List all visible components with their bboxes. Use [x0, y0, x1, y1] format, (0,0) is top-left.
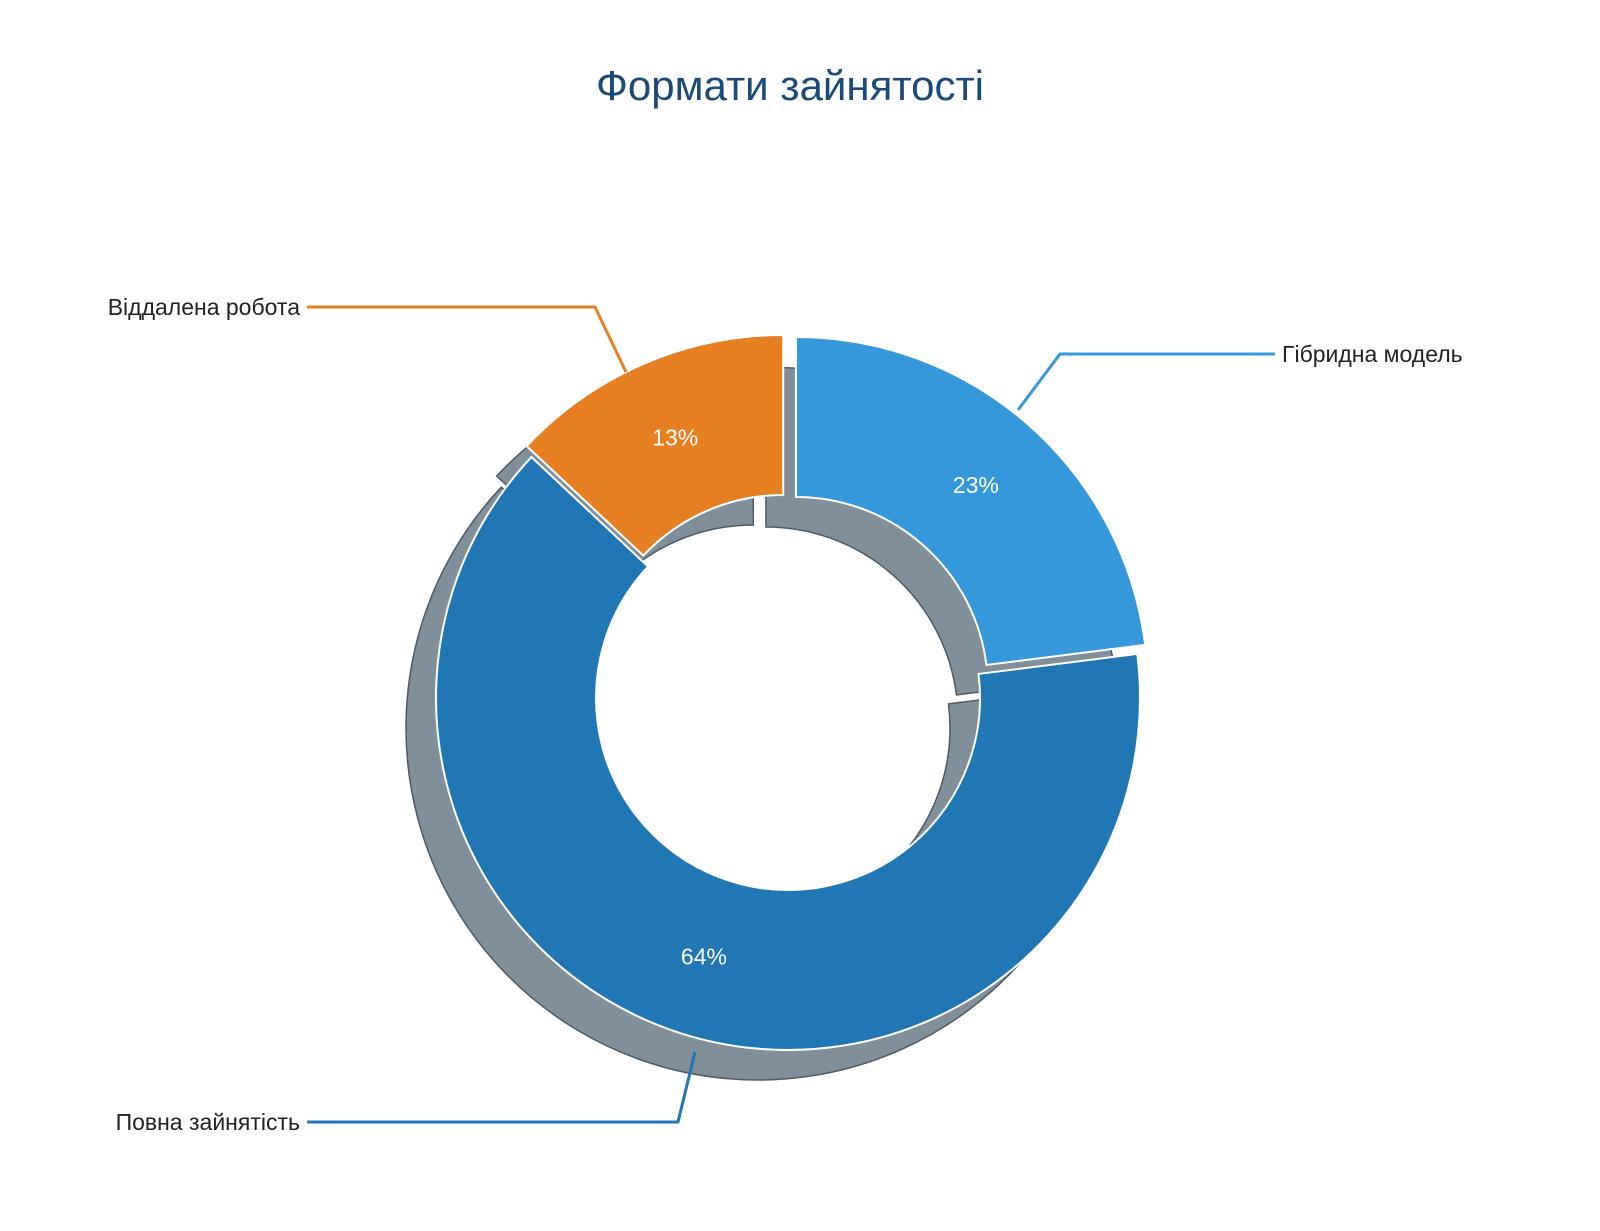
slice-category-label: Повна зайнятість	[116, 1109, 300, 1135]
slice-value-label: 13%	[652, 424, 698, 450]
slice-category-label: Гібридна модель	[1282, 341, 1463, 367]
slice-1	[794, 335, 1147, 667]
slice-category-label: Віддалена робота	[108, 294, 300, 320]
slice-value-label: 64%	[681, 944, 727, 970]
leader-line	[307, 305, 628, 373]
slice-value-label: 23%	[953, 472, 999, 498]
chart-title: Формати зайнятості	[595, 62, 985, 109]
slice-3	[525, 333, 785, 557]
leader-line	[1016, 352, 1275, 411]
slice-2	[434, 455, 1141, 1051]
leader-line	[307, 1051, 697, 1124]
